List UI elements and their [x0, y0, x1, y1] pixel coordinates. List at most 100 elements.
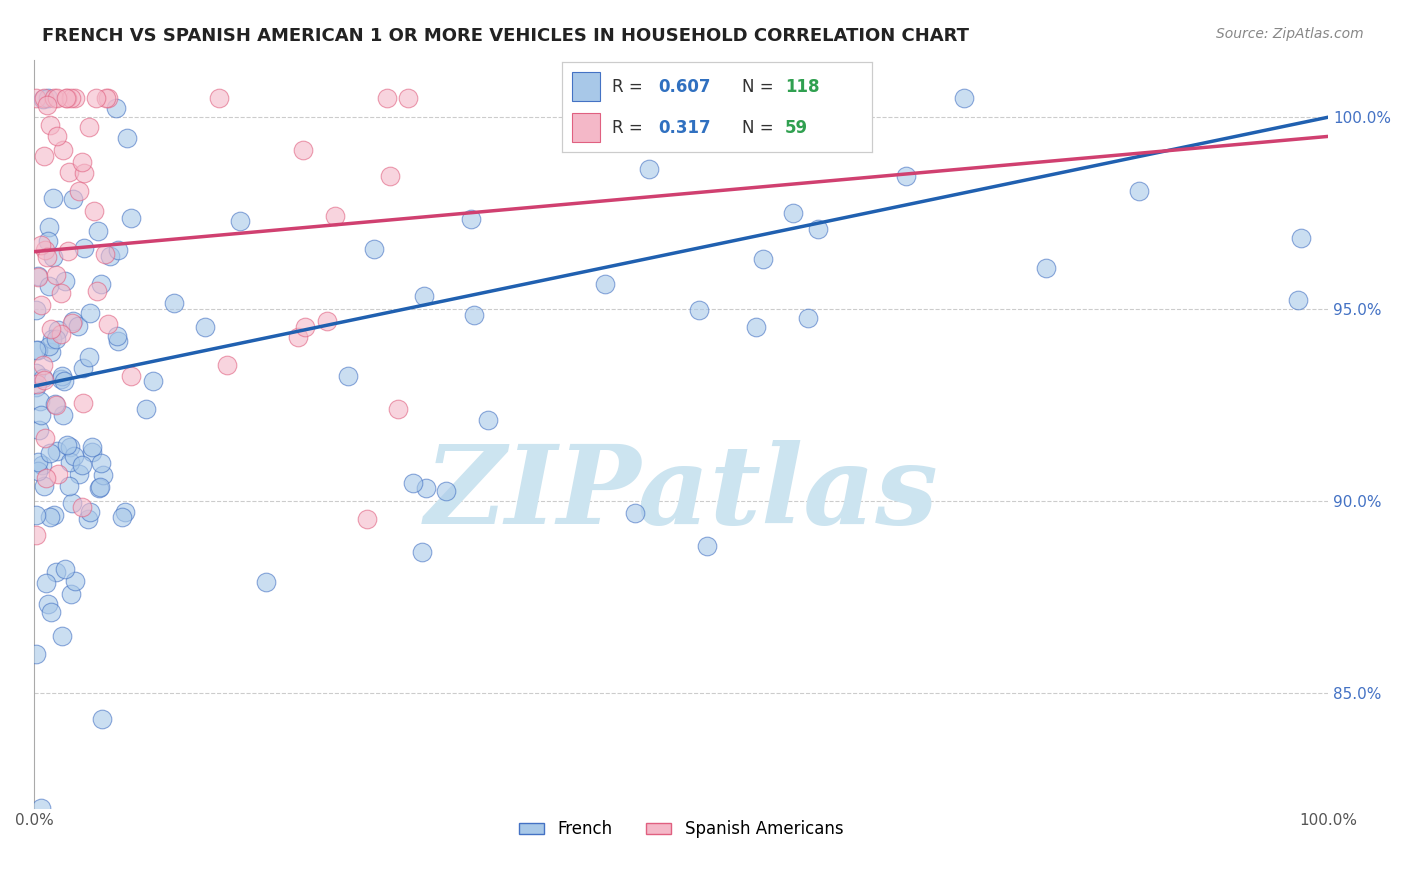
Point	[624, 506, 647, 520]
Point	[163, 296, 186, 310]
Point	[28, 423, 51, 437]
Point	[27, 268, 49, 283]
Point	[39, 605, 62, 619]
Point	[34, 431, 56, 445]
Point	[86, 284, 108, 298]
Point	[37, 91, 59, 105]
Point	[135, 401, 157, 416]
Point	[34, 243, 56, 257]
Text: N =: N =	[742, 78, 779, 95]
Point	[30, 409, 52, 423]
Point	[52, 144, 75, 158]
Point	[49, 285, 72, 300]
Point	[686, 99, 709, 113]
Point	[38, 219, 60, 234]
Point	[67, 184, 90, 198]
Point	[58, 244, 80, 259]
Point	[336, 368, 359, 383]
FancyBboxPatch shape	[572, 72, 599, 101]
Point	[39, 510, 62, 524]
Point	[80, 441, 103, 455]
Point	[745, 320, 768, 334]
Point	[1288, 293, 1310, 307]
Point	[593, 277, 616, 292]
FancyBboxPatch shape	[572, 113, 599, 142]
Point	[107, 334, 129, 348]
Point	[415, 481, 437, 495]
Point	[53, 562, 76, 576]
Text: FRENCH VS SPANISH AMERICAN 1 OR MORE VEHICLES IN HOUSEHOLD CORRELATION CHART: FRENCH VS SPANISH AMERICAN 1 OR MORE VEH…	[42, 27, 969, 45]
Point	[44, 397, 66, 411]
Point	[25, 508, 48, 523]
Point	[45, 332, 67, 346]
Point	[387, 401, 409, 416]
Point	[32, 373, 55, 387]
Point	[55, 91, 77, 105]
Point	[53, 274, 76, 288]
Point	[70, 500, 93, 515]
Point	[51, 372, 73, 386]
Point	[114, 505, 136, 519]
Point	[97, 317, 120, 331]
Point	[32, 149, 55, 163]
Point	[80, 445, 103, 459]
Point	[77, 120, 100, 134]
Point	[53, 375, 76, 389]
Point	[45, 129, 67, 144]
Point	[696, 539, 718, 553]
Point	[27, 343, 49, 358]
Point	[90, 456, 112, 470]
Point	[52, 408, 75, 422]
Point	[77, 351, 100, 365]
Point	[60, 496, 83, 510]
Text: 59: 59	[785, 119, 808, 136]
Point	[25, 343, 48, 358]
Point	[217, 358, 239, 372]
Point	[27, 455, 49, 469]
Point	[89, 480, 111, 494]
Point	[291, 143, 314, 157]
Point	[477, 413, 499, 427]
Legend: French, Spanish Americans: French, Spanish Americans	[513, 814, 849, 845]
Point	[24, 380, 46, 394]
Point	[25, 377, 48, 392]
Point	[229, 214, 252, 228]
Point	[752, 252, 775, 266]
Point	[91, 712, 114, 726]
Point	[31, 458, 53, 472]
Point	[316, 313, 339, 327]
Point	[41, 191, 63, 205]
Point	[287, 330, 309, 344]
Point	[24, 91, 46, 105]
Point	[62, 193, 84, 207]
Point	[782, 206, 804, 220]
Point	[30, 801, 52, 815]
Text: ZIPatlas: ZIPatlas	[425, 440, 938, 548]
Point	[56, 438, 79, 452]
Point	[638, 162, 661, 177]
Point	[463, 308, 485, 322]
Point	[37, 234, 59, 248]
Point	[59, 440, 82, 454]
Point	[807, 221, 830, 235]
Point	[72, 360, 94, 375]
Point	[25, 647, 48, 661]
Text: 118: 118	[785, 78, 820, 95]
Point	[45, 268, 67, 283]
Point	[42, 508, 65, 523]
Text: 0.607: 0.607	[658, 78, 711, 95]
Point	[39, 345, 62, 359]
Point	[45, 398, 67, 412]
Point	[59, 455, 82, 469]
Point	[380, 169, 402, 184]
Point	[412, 289, 434, 303]
Point	[30, 238, 52, 252]
Point	[402, 476, 425, 491]
Point	[94, 246, 117, 260]
Point	[96, 91, 118, 105]
Point	[1128, 184, 1150, 198]
Point	[46, 91, 69, 105]
Point	[51, 369, 73, 384]
Point	[356, 512, 378, 526]
Point	[98, 249, 121, 263]
